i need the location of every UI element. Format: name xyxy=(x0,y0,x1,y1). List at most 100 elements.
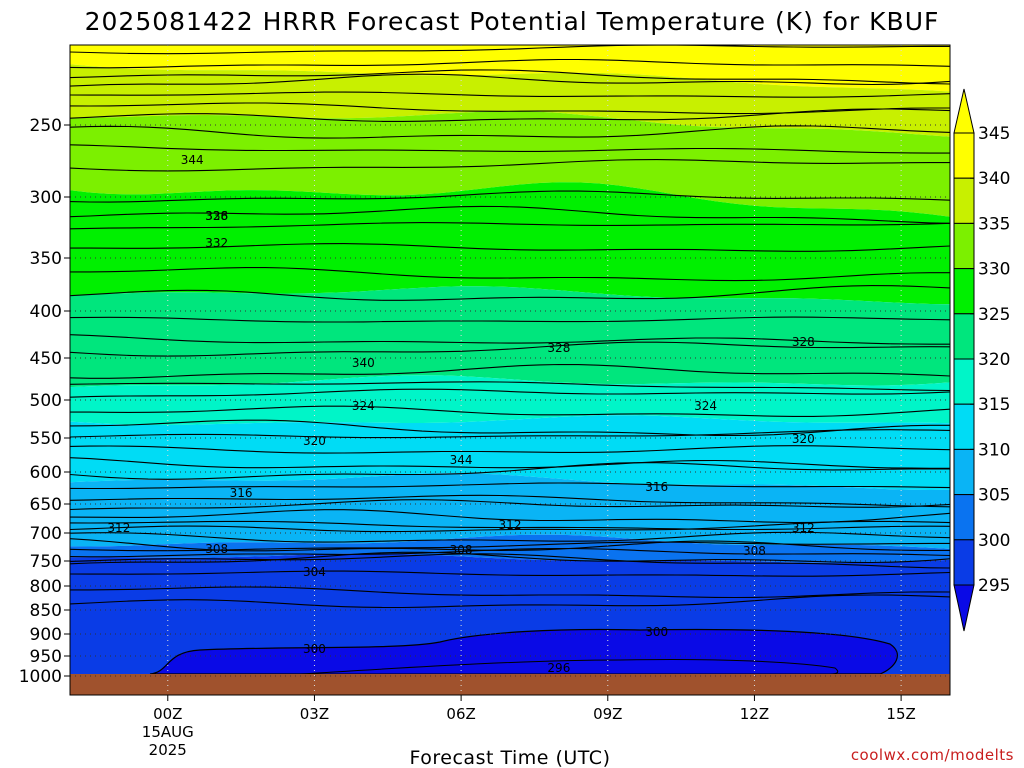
contour-line-21 xyxy=(70,388,950,398)
colorbar-seg-1 xyxy=(953,177,975,224)
contour-label-336-0: 336 xyxy=(205,209,228,223)
x-tick-label-12Z: 12Z xyxy=(740,705,769,723)
contour-line-34 xyxy=(70,531,950,543)
contour-label-324-1: 324 xyxy=(694,399,717,413)
contour-label-308-2: 308 xyxy=(743,544,766,558)
y-tick-label-1000: 1000 xyxy=(19,667,62,687)
colorbar-label-295: 295 xyxy=(978,576,1010,596)
contour-label-340-0: 340 xyxy=(352,356,375,370)
colorbar-seg-6 xyxy=(953,403,975,450)
colorbar-label-320: 320 xyxy=(978,350,1010,370)
contour-label-312-1: 312 xyxy=(499,518,522,532)
x-tick-sub-00Z-0: 15AUG xyxy=(142,723,194,741)
band-3 xyxy=(70,182,950,305)
colorbar-seg-2 xyxy=(953,222,975,270)
contour-line-14 xyxy=(70,267,950,282)
y-tick-label-650: 650 xyxy=(30,495,62,515)
contour-line-20 xyxy=(70,381,950,392)
contour-line-27 xyxy=(70,462,950,480)
colorbar-label-300: 300 xyxy=(978,531,1010,551)
contour-line-10 xyxy=(70,190,950,203)
x-axis-label: Forecast Time (UTC) xyxy=(410,747,611,768)
band-0 xyxy=(70,45,950,92)
x-tick-label-15Z: 15Z xyxy=(886,705,915,723)
colorbar-label-305: 305 xyxy=(978,486,1010,506)
contour-line-23 xyxy=(70,419,950,437)
contour-label-344-0: 344 xyxy=(181,153,204,167)
colorbar-label-310: 310 xyxy=(978,440,1010,460)
contour-label-308-0: 308 xyxy=(205,542,228,556)
contour-line-28 xyxy=(70,482,950,490)
contour-label-328-1: 328 xyxy=(547,341,570,355)
contour-label-300-1: 300 xyxy=(645,625,668,639)
contour-line-25 xyxy=(70,445,950,454)
x-tick-label-09Z: 09Z xyxy=(593,705,622,723)
x-tick-sub-00Z-1: 2025 xyxy=(149,741,187,759)
contour-line-19 xyxy=(70,363,950,379)
contour-line-36 xyxy=(70,541,950,552)
colorbar-seg-3 xyxy=(953,268,975,315)
contour-label-328-2: 328 xyxy=(792,335,815,349)
y-tick-label-600: 600 xyxy=(30,463,62,483)
contour-line-26 xyxy=(70,457,950,469)
contour-label-300-0: 300 xyxy=(303,642,326,656)
colorbar-seg-4 xyxy=(953,313,975,360)
contour-label-312-0: 312 xyxy=(107,521,130,535)
y-axis-ticks: 250 300 350 400 450 500 550 600 650 700 750 800 850 9… xyxy=(19,116,70,687)
colorbar-seg-9 xyxy=(953,539,975,586)
contour-line-42 xyxy=(70,594,950,609)
contour-line-9 xyxy=(70,159,950,172)
contour-line-41 xyxy=(70,586,950,599)
colorbar-label-325: 325 xyxy=(978,305,1010,325)
contour-line-15 xyxy=(70,285,950,301)
cold-pool-296 xyxy=(299,658,839,675)
colorbar: 345 340 335 330 325 320 315 310 305 300 295 xyxy=(953,88,1010,632)
colorbar-label-345: 345 xyxy=(978,124,1010,144)
band-8 xyxy=(70,534,950,563)
colorbar-seg-7 xyxy=(953,448,975,496)
contour-line-12 xyxy=(70,222,950,230)
contour-line-22 xyxy=(70,405,950,417)
contour-label-316-1: 316 xyxy=(645,480,668,494)
contour-label-308-1: 308 xyxy=(450,543,473,557)
y-tick-label-300: 300 xyxy=(30,188,62,208)
contour-line-32 xyxy=(70,520,950,531)
y-tick-label-350: 350 xyxy=(30,249,62,269)
contour-line-2 xyxy=(70,69,950,85)
colorbar-seg-8 xyxy=(953,494,975,541)
contour-line-11 xyxy=(70,205,950,224)
y-tick-label-400: 400 xyxy=(30,302,62,322)
grid-lines xyxy=(70,45,950,695)
y-tick-label-850: 850 xyxy=(30,601,62,621)
contour-line-37 xyxy=(70,547,950,558)
ground-shading xyxy=(70,674,950,695)
contour-labels: 344 344 340 336 332 328 328 328 324 324 320 320 316 3… xyxy=(107,153,814,675)
plot-frame xyxy=(69,44,951,696)
contour-label-312-2: 312 xyxy=(792,521,815,535)
contour-line-5 xyxy=(70,102,950,115)
contour-label-328-0: 328 xyxy=(205,209,228,223)
contour-line-18 xyxy=(70,341,950,357)
contour-line-39 xyxy=(70,551,950,565)
y-tick-label-900: 900 xyxy=(30,625,62,645)
y-tick-label-800: 800 xyxy=(30,577,62,597)
contour-line-6 xyxy=(70,108,950,122)
contour-line-8 xyxy=(70,144,950,154)
contour-line-3 xyxy=(70,73,950,87)
contour-line-0 xyxy=(70,45,950,55)
y-tick-label-550: 550 xyxy=(30,429,62,449)
contour-line-17 xyxy=(70,334,950,345)
contour-label-296-0: 296 xyxy=(547,661,570,675)
contour-line-16 xyxy=(70,316,950,323)
contour-line-13 xyxy=(70,243,950,252)
band-1 xyxy=(70,64,950,137)
y-tick-label-950: 950 xyxy=(30,647,62,667)
y-tick-label-250: 250 xyxy=(30,116,62,136)
colorbar-triangle-bottom xyxy=(953,584,975,632)
x-tick-label-03Z: 03Z xyxy=(300,705,329,723)
y-tick-label-450: 450 xyxy=(30,349,62,369)
colorbar-label-315: 315 xyxy=(978,395,1010,415)
contour-label-324-0: 324 xyxy=(352,399,375,413)
contour-line-31 xyxy=(70,509,950,524)
